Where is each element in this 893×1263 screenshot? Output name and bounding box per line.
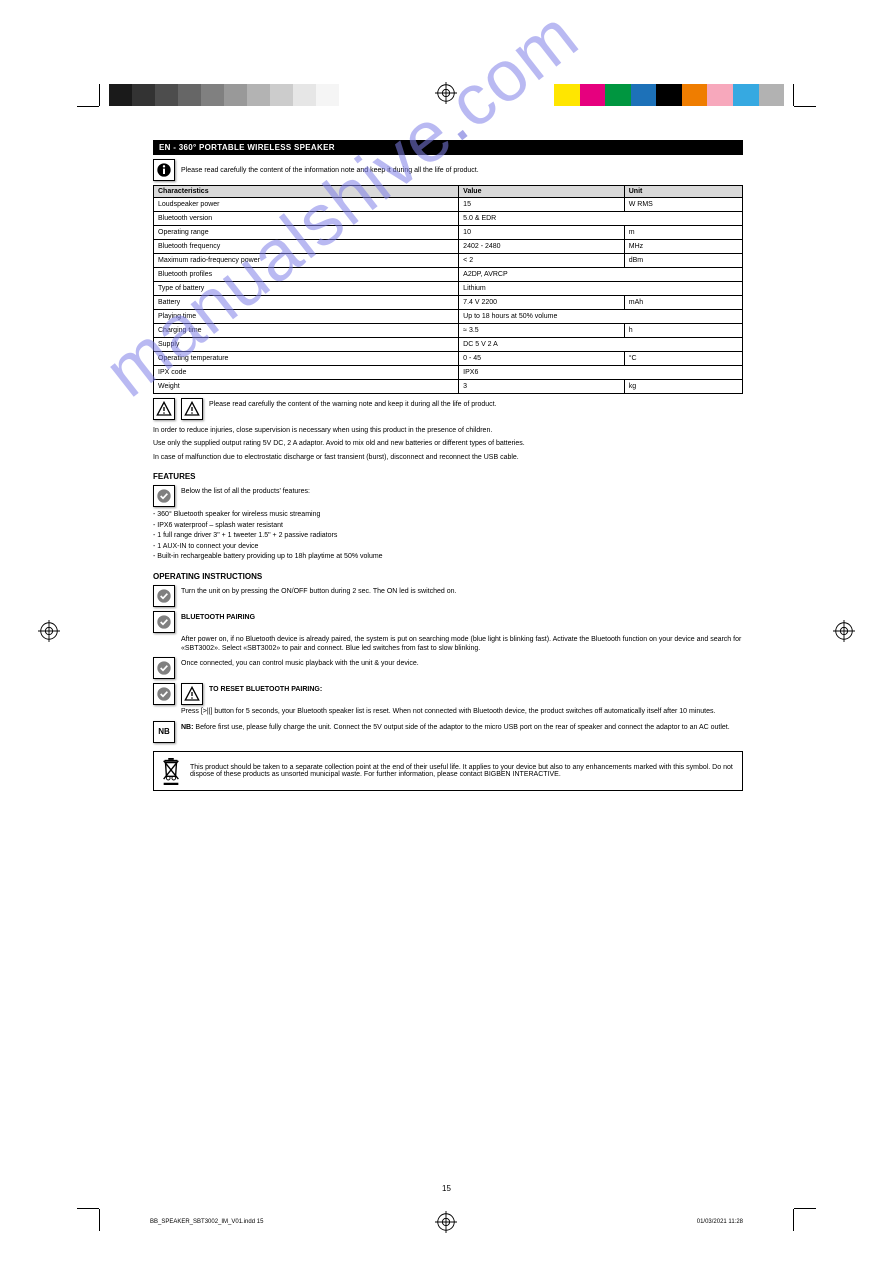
- footer-date: 01/03/2021 11:28: [697, 1219, 743, 1225]
- swatch: [293, 84, 316, 106]
- list-item: - 1 full range driver 3" + 1 tweeter 1.5…: [153, 531, 743, 540]
- crop-mark: [99, 1209, 100, 1231]
- bt-pair-text: After power on, if no Bluetooth device i…: [181, 635, 743, 654]
- table-row: Battery7.4 V 2200mAh: [154, 296, 743, 310]
- table-row: Bluetooth frequency2402 - 2480MHz: [154, 240, 743, 254]
- table-row: Maximum radio-frequency power< 2dBm: [154, 254, 743, 268]
- th-val: Value: [459, 186, 625, 198]
- th-unit: Unit: [624, 186, 742, 198]
- reset-heading: TO RESET BLUETOOTH PAIRING:: [209, 683, 743, 694]
- check-icon: [153, 611, 175, 633]
- swatch: [155, 84, 178, 106]
- crop-mark: [794, 106, 816, 107]
- warning-icon: [153, 398, 175, 420]
- check-icon: [153, 657, 175, 679]
- features-heading: FEATURES: [153, 472, 743, 481]
- page-content: EN - 360° PORTABLE WIRELESS SPEAKER Plea…: [153, 140, 743, 791]
- info-note: Please read carefully the content of the…: [181, 167, 479, 174]
- info-icon: [153, 159, 175, 181]
- swatch: [224, 84, 247, 106]
- crop-mark: [77, 106, 99, 107]
- swatch: [247, 84, 270, 106]
- grayscale-colorbar: [109, 84, 339, 106]
- swatch: [201, 84, 224, 106]
- table-row: SupplyDC 5 V 2 A: [154, 338, 743, 352]
- nb-text: Before first use, please fully charge th…: [195, 724, 729, 731]
- registration-mark-icon: [38, 620, 60, 642]
- swatch: [759, 84, 785, 106]
- footer-filename: BB_SPEAKER_SBT3002_IM_V01.indd 15: [150, 1219, 263, 1225]
- registration-mark-icon: [435, 1211, 457, 1233]
- features-intro: Below the list of all the products' feat…: [181, 485, 743, 496]
- table-row: Playing timeUp to 18 hours at 50% volume: [154, 310, 743, 324]
- instructions-heading: OPERATING INSTRUCTIONS: [153, 572, 743, 581]
- section-title: EN - 360° PORTABLE WIRELESS SPEAKER: [153, 140, 743, 155]
- table-row: Bluetooth profilesA2DP, AVRCP: [154, 268, 743, 282]
- crop-mark: [77, 1208, 99, 1209]
- swatch: [656, 84, 682, 106]
- registration-mark-icon: [833, 620, 855, 642]
- process-colorbar: [554, 84, 784, 106]
- crop-mark: [794, 1208, 816, 1209]
- swatch: [270, 84, 293, 106]
- warning-icon: [181, 398, 203, 420]
- music-control-text: Once connected, you can control music pl…: [181, 657, 743, 668]
- warning-body: In order to reduce injuries, close super…: [153, 426, 743, 462]
- list-item: - Built-in rechargeable battery providin…: [153, 552, 743, 561]
- warning-note: Please read carefully the content of the…: [209, 398, 743, 409]
- nb-label: NB:: [181, 724, 193, 731]
- swatch: [682, 84, 708, 106]
- th-char: Characteristics: [154, 186, 459, 198]
- spec-table: Characteristics Value Unit Loudspeaker p…: [153, 185, 743, 394]
- table-row: IPX codeIPX6: [154, 366, 743, 380]
- weee-text: This product should be taken to a separa…: [190, 764, 736, 778]
- crop-mark: [793, 1209, 794, 1231]
- table-row: Charging time≈ 3.5h: [154, 324, 743, 338]
- nb-icon: NB: [153, 721, 175, 743]
- bt-pair-heading: BLUETOOTH PAIRING: [181, 611, 743, 622]
- swatch: [605, 84, 631, 106]
- swatch: [580, 84, 606, 106]
- crop-mark: [793, 84, 794, 106]
- check-icon: [153, 683, 175, 705]
- list-item: - 360° Bluetooth speaker for wireless mu…: [153, 510, 743, 519]
- crop-mark: [99, 84, 100, 106]
- features-list: - 360° Bluetooth speaker for wireless mu…: [153, 510, 743, 561]
- swatch: [631, 84, 657, 106]
- table-row: Weight3kg: [154, 380, 743, 394]
- swatch: [707, 84, 733, 106]
- weee-box: This product should be taken to a separa…: [153, 751, 743, 791]
- swatch: [733, 84, 759, 106]
- list-item: - IPX6 waterproof – splash water resista…: [153, 521, 743, 530]
- warning-icon: [181, 683, 203, 705]
- check-icon: [153, 485, 175, 507]
- swatch: [178, 84, 201, 106]
- check-icon: [153, 585, 175, 607]
- table-row: Loudspeaker power15W RMS: [154, 198, 743, 212]
- weee-icon: [160, 758, 182, 784]
- table-row: Operating temperature0 - 45°C: [154, 352, 743, 366]
- reset-text: Press [>||] button for 5 seconds, your B…: [181, 707, 743, 716]
- swatch: [109, 84, 132, 106]
- swatch: [316, 84, 339, 106]
- list-item: - 1 AUX-IN to connect your device: [153, 542, 743, 551]
- power-on-text: Turn the unit on by pressing the ON/OFF …: [181, 585, 743, 596]
- swatch: [132, 84, 155, 106]
- swatch: [554, 84, 580, 106]
- table-row: Operating range10m: [154, 226, 743, 240]
- table-row: Type of batteryLithium: [154, 282, 743, 296]
- page-number: 15: [442, 1184, 451, 1193]
- table-row: Bluetooth version5.0 & EDR: [154, 212, 743, 226]
- registration-mark-icon: [435, 82, 457, 104]
